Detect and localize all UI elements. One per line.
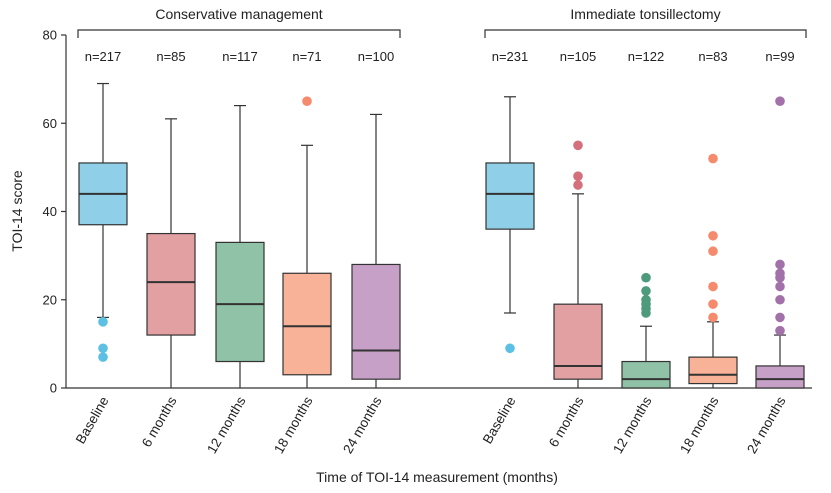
- outlier-point: [708, 153, 718, 164]
- outlier-point: [641, 308, 651, 318]
- y-tick-label: 80: [43, 28, 57, 43]
- category-label: 12 months: [610, 394, 655, 456]
- category-label: 24 months: [744, 394, 789, 456]
- n-label: n=231: [492, 49, 529, 64]
- box: [146, 232, 196, 336]
- y-tick-label: 40: [43, 204, 57, 219]
- y-tick-label: 60: [43, 116, 57, 131]
- outlier-point: [708, 281, 718, 292]
- box: [621, 360, 671, 389]
- outlier-point: [708, 299, 718, 309]
- n-label: n=99: [765, 49, 794, 64]
- outlier-point: [708, 312, 718, 323]
- n-label: n=85: [156, 49, 185, 64]
- outlier-point: [641, 272, 651, 283]
- n-label: n=217: [85, 49, 122, 64]
- outlier-point: [573, 180, 583, 190]
- outlier-point: [573, 140, 583, 151]
- outlier-point: [775, 259, 785, 270]
- group-label: Immediate tonsillectomy: [570, 6, 720, 22]
- box: [215, 241, 265, 363]
- outlier-point: [641, 286, 651, 296]
- box: [282, 272, 332, 376]
- y-tick-label: 20: [43, 292, 57, 307]
- group-label: Conservative management: [155, 6, 322, 22]
- outlier-point: [708, 230, 718, 241]
- outlier-point: [775, 312, 785, 323]
- box: [688, 356, 738, 385]
- outlier-point: [302, 96, 312, 106]
- box: [351, 263, 401, 380]
- outlier-point: [505, 343, 515, 354]
- outlier-point: [775, 272, 785, 283]
- x-axis-title: Time of TOI-14 measurement (months): [316, 469, 558, 485]
- box: [553, 303, 603, 380]
- y-axis-title: TOI-14 score: [9, 170, 25, 252]
- category-label: 18 months: [677, 394, 722, 456]
- category-label: Baseline: [480, 394, 519, 446]
- n-label: n=83: [698, 49, 727, 64]
- outlier-point: [775, 96, 785, 106]
- axes: 0 20 40 60 80: [43, 28, 812, 396]
- boxes: [78, 82, 805, 389]
- category-label: 6 months: [139, 394, 180, 450]
- group-bracket: [77, 29, 401, 38]
- n-label: n=71: [292, 49, 321, 64]
- n-label: n=117: [222, 49, 258, 64]
- outlier-point: [775, 294, 785, 305]
- group-bracket: [484, 29, 807, 38]
- outlier-point: [775, 325, 785, 336]
- category-label: 12 months: [204, 394, 249, 456]
- category-label: Baseline: [73, 394, 112, 446]
- box: [755, 365, 805, 389]
- outlier-point: [98, 343, 108, 354]
- box: [485, 162, 535, 230]
- outlier-point: [98, 352, 108, 362]
- category-label: 18 months: [271, 394, 316, 456]
- outlier-point: [775, 281, 785, 292]
- n-label: n=105: [560, 49, 597, 64]
- n-label: n=100: [358, 49, 395, 64]
- outlier-point: [708, 246, 718, 257]
- n-label: n=122: [628, 49, 665, 64]
- category-label: 6 months: [546, 394, 587, 450]
- y-tick-label: 0: [50, 381, 57, 396]
- outlier-point: [573, 171, 583, 181]
- outlier-point: [98, 317, 108, 327]
- category-label: 24 months: [340, 394, 385, 456]
